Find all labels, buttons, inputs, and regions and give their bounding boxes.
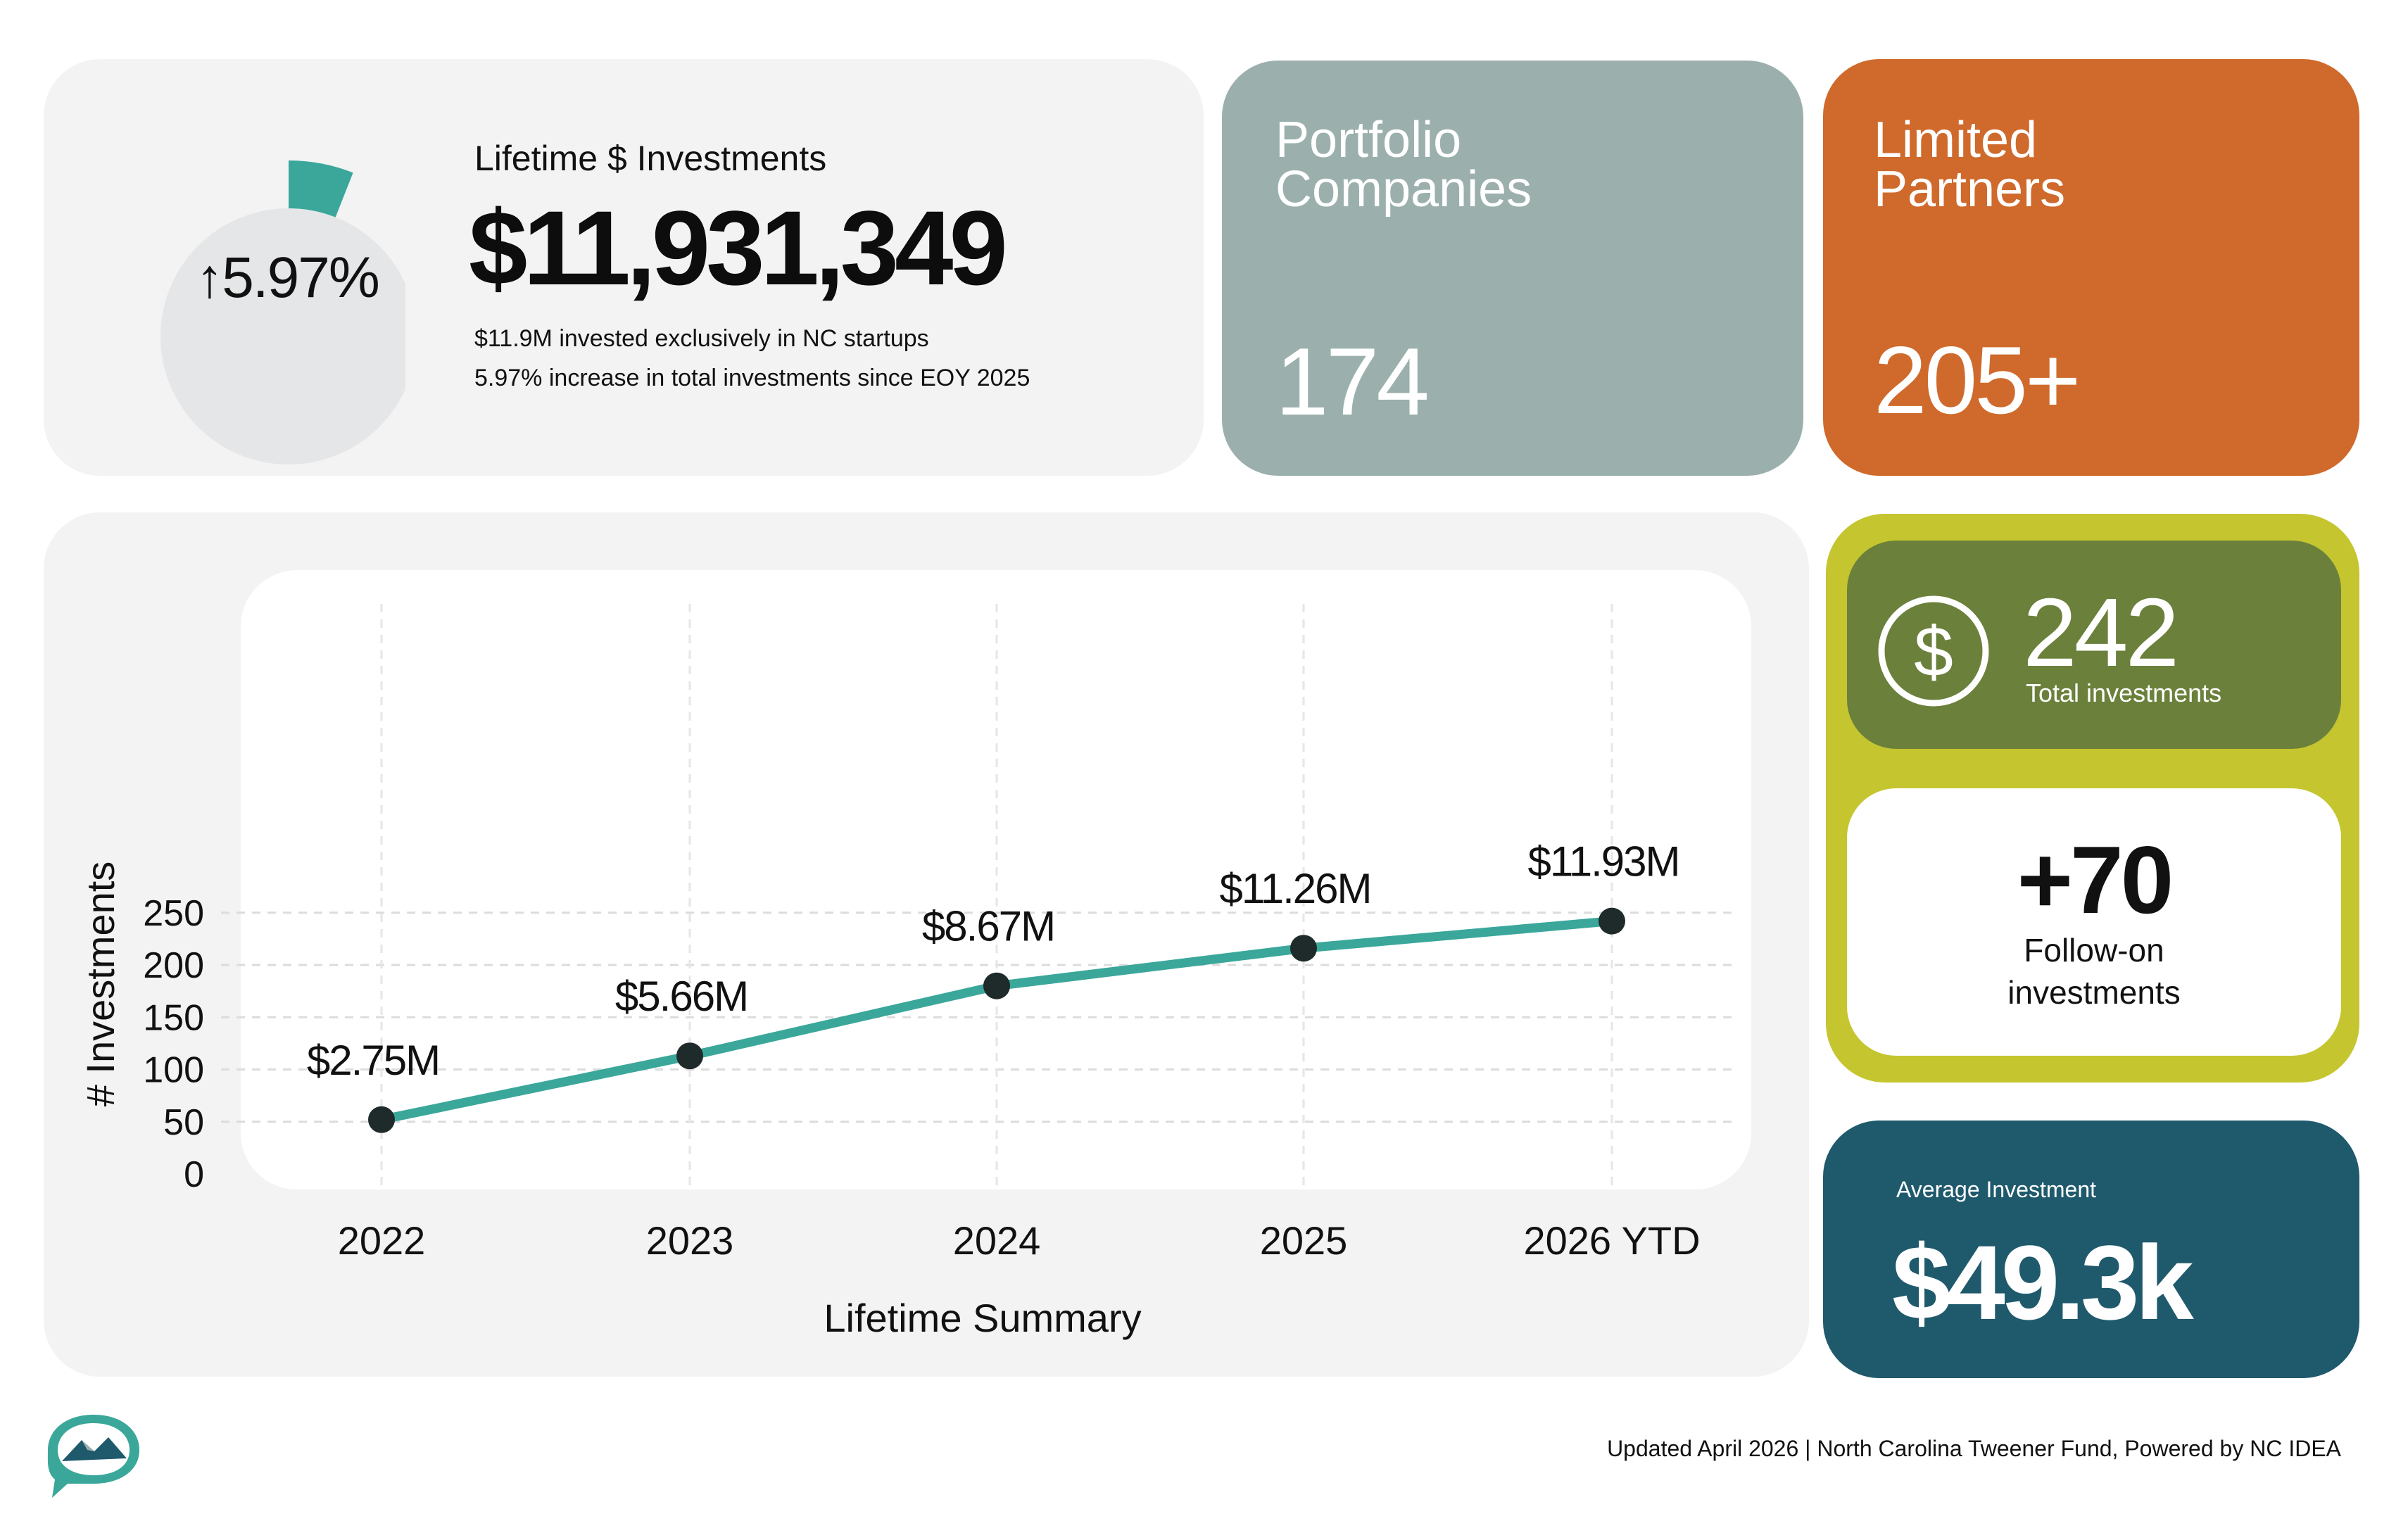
x-tick-label: 2023: [646, 1218, 734, 1263]
data-point: [1290, 935, 1317, 962]
x-tick-label: 2025: [1260, 1218, 1348, 1263]
portfolio-label-line2: Companies: [1275, 161, 1532, 217]
data-point: [676, 1042, 703, 1070]
investments-panel: $ 242 Total investments +70 Follow-on in…: [1826, 514, 2359, 1083]
growth-percentage-value: 5.97%: [222, 246, 380, 310]
followon-label-line1: Follow-on: [2024, 932, 2164, 968]
portfolio-companies-label: Portfolio Companies: [1275, 112, 1532, 217]
average-investment-card: Average Investment $49.3k: [1823, 1121, 2359, 1378]
lifetime-value: $11,931,349: [469, 189, 1008, 307]
data-point: [368, 1106, 395, 1133]
y-tick-label: 0: [184, 1154, 204, 1195]
followon-investments-value: +70: [2017, 826, 2174, 933]
y-tick-label: 250: [143, 893, 204, 934]
footer-text: Updated April 2026 | North Carolina Twee…: [1607, 1436, 2341, 1461]
partners-label-line1: Limited: [1874, 112, 2038, 168]
x-tick-label: 2022: [338, 1218, 426, 1263]
x-tick-label: 2024: [953, 1218, 1041, 1263]
lifetime-summary-chart-card: 0 50 100 150 200 250 2022 2023 2024 2025 2026 YTD L…: [44, 512, 1809, 1377]
data-label: $2.75M: [307, 1037, 439, 1084]
followon-investments-label: Follow-on investments: [1847, 929, 2341, 1014]
lifetime-note-increase: 5.97% increase in total investments sinc…: [474, 365, 1030, 391]
portfolio-companies-card: Portfolio Companies 174: [1222, 61, 1803, 476]
lifetime-title: Lifetime $ Investments: [474, 139, 827, 178]
y-tick-label: 50: [163, 1102, 204, 1143]
total-investments-value: 242: [2023, 579, 2179, 687]
portfolio-companies-value: 174: [1275, 328, 1430, 435]
average-investment-value: $49.3k: [1892, 1223, 2194, 1342]
growth-percentage: ↑5.97%: [118, 245, 456, 311]
data-label: $11.93M: [1527, 838, 1679, 885]
growth-gauge: [160, 160, 405, 465]
data-label: $11.26M: [1219, 865, 1370, 912]
y-axis-title: # Investments: [78, 861, 122, 1107]
limited-partners-label: Limited Partners: [1874, 112, 2066, 217]
mountain-chat-logo-icon: [47, 1415, 139, 1498]
y-tick-label: 100: [143, 1050, 204, 1091]
gauge-background: [160, 208, 405, 465]
gauge-progress-arc: [289, 160, 353, 217]
followon-label-line2: investments: [2007, 974, 2181, 1011]
dollar-circle-icon: $: [1878, 595, 1989, 707]
limited-partners-card: Limited Partners 205+: [1823, 59, 2359, 476]
average-investment-label: Average Investment: [1896, 1177, 2097, 1202]
svg-text:$: $: [1914, 612, 1953, 691]
data-point: [983, 972, 1010, 999]
y-tick-label: 150: [143, 997, 204, 1038]
arrow-up-icon: ↑: [196, 247, 223, 309]
portfolio-label-line1: Portfolio: [1275, 112, 1462, 168]
data-label: $8.67M: [922, 903, 1054, 950]
total-investments-label: Total investments: [2026, 679, 2222, 707]
limited-partners-value: 205+: [1874, 327, 2081, 434]
partners-label-line2: Partners: [1874, 161, 2066, 217]
total-investments-box: $ 242 Total investments: [1847, 541, 2341, 749]
followon-investments-box: +70 Follow-on investments: [1847, 788, 2341, 1056]
data-point: [1599, 907, 1625, 935]
x-tick-label: 2026 YTD: [1523, 1218, 1700, 1263]
lifetime-investments-card: ↑5.97% Lifetime $ Investments $11,931,34…: [44, 59, 1204, 476]
lifetime-note-startups: $11.9M invested exclusively in NC startu…: [474, 325, 929, 352]
data-label: $5.66M: [615, 973, 748, 1020]
lifetime-summary-chart: 0 50 100 150 200 250 2022 2023 2024 2025 2026 YTD L…: [78, 604, 1734, 1340]
x-axis-title: Lifetime Summary: [824, 1296, 1141, 1340]
y-tick-label: 200: [143, 945, 204, 986]
